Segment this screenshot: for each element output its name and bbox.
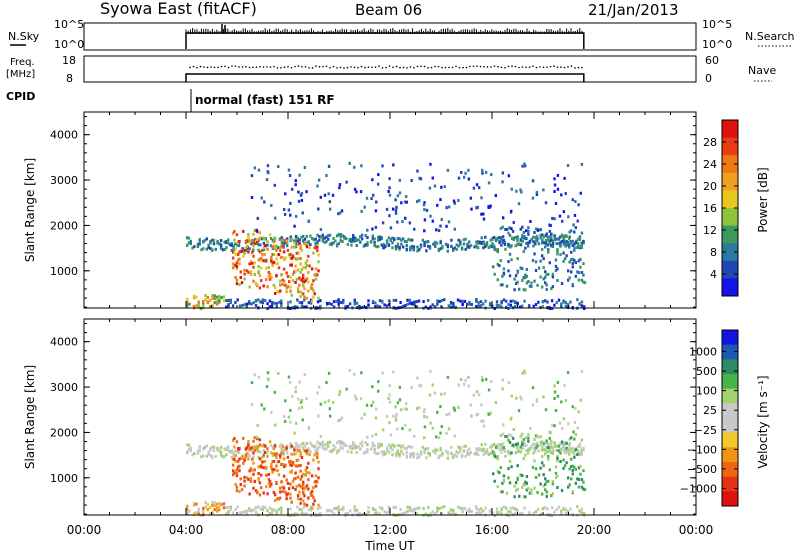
freq-unit: [MHz] bbox=[6, 69, 35, 80]
velocity-data-cells bbox=[186, 368, 587, 518]
velocity-cbar-tick: −1000 bbox=[680, 482, 717, 495]
power-colorbar: 4 8 12 16 20 24 28 bbox=[703, 119, 739, 297]
y-tick-label: 2000 bbox=[50, 426, 78, 439]
power-cbar-tick: 12 bbox=[703, 224, 717, 237]
colorbar-swatch bbox=[722, 476, 738, 492]
velocity-colorbar: 1000 500 100 25 −25 −100 −500 −1000 bbox=[680, 329, 739, 507]
velocity-cbar-tick: −25 bbox=[694, 424, 717, 437]
y-tick-label: 3000 bbox=[50, 174, 78, 187]
y-tick-label: 2000 bbox=[50, 219, 78, 232]
y-tick-label: 4000 bbox=[50, 129, 78, 142]
freq-label: Freq. bbox=[10, 57, 35, 68]
colorbar-swatch bbox=[722, 243, 738, 262]
date-label: 21/Jan/2013 bbox=[588, 1, 679, 19]
nsky-tick-bottom: 10^0 bbox=[54, 38, 84, 51]
colorbar-swatch bbox=[722, 190, 738, 209]
x-tick-label: 08:00 bbox=[271, 523, 306, 537]
beam-label: Beam 06 bbox=[355, 1, 422, 19]
colorbar-swatch bbox=[722, 208, 738, 227]
x-tick-label: 00:00 bbox=[67, 523, 102, 537]
power-cbar-tick: 20 bbox=[703, 180, 717, 193]
y-tick-label: 1000 bbox=[50, 265, 78, 278]
velocity-panel: 1000 2000 3000 4000 Slant Range [km] 1000 50… bbox=[23, 318, 770, 518]
nsky-label: N.Sky bbox=[8, 30, 40, 43]
colorbar-swatch bbox=[722, 120, 738, 139]
colorbar-swatch bbox=[722, 278, 738, 297]
colorbar-swatch bbox=[722, 418, 738, 434]
velocity-cbar-tick: 100 bbox=[696, 385, 717, 398]
nave-label: Nave bbox=[748, 64, 776, 77]
nsky-panel: N.Sky 10^5 10^0 10^5 10^0 N.Search bbox=[8, 18, 795, 51]
cpid-mode: normal (fast) 151 RF bbox=[195, 93, 335, 107]
x-tick-label: 04:00 bbox=[169, 523, 204, 537]
power-cbar-tick: 24 bbox=[703, 158, 717, 171]
freq-panel: Freq. [MHz] 18 8 60 0 Nave bbox=[6, 54, 776, 85]
colorbar-swatch bbox=[722, 388, 738, 404]
freq-tick-top: 18 bbox=[62, 54, 76, 67]
power-cbar-tick: 28 bbox=[703, 136, 717, 149]
velocity-cbar-tick: 25 bbox=[703, 404, 717, 417]
x-tick-label: 20:00 bbox=[577, 523, 612, 537]
power-cbar-label: Power [dB] bbox=[756, 167, 770, 232]
colorbar-swatch bbox=[722, 359, 738, 375]
nave-tick-bottom: 0 bbox=[705, 72, 712, 85]
x-tick-label: 00:00 bbox=[679, 523, 714, 537]
power-cbar-tick: 8 bbox=[710, 246, 717, 259]
nsky-line bbox=[185, 32, 585, 49]
velocity-cbar-label: Velocity [m s⁻¹] bbox=[756, 375, 770, 468]
nsky-tick-top: 10^5 bbox=[54, 18, 84, 31]
freq-line bbox=[185, 73, 585, 82]
velocity-cbar-tick: 500 bbox=[696, 365, 717, 378]
colorbar-swatch bbox=[722, 447, 738, 463]
velocity-cbar-tick: 1000 bbox=[689, 346, 717, 359]
nave-tick-top: 60 bbox=[705, 54, 719, 67]
power-ylabel: Slant Range [km] bbox=[23, 158, 37, 262]
cpid-row: CPID normal (fast) 151 RF bbox=[6, 89, 335, 112]
colorbar-swatch bbox=[722, 403, 738, 419]
colorbar-swatch bbox=[722, 432, 738, 448]
velocity-ylabel: Slant Range [km] bbox=[23, 365, 37, 469]
colorbar-swatch bbox=[722, 344, 738, 360]
colorbar-swatch bbox=[722, 225, 738, 244]
colorbar-swatch bbox=[722, 260, 738, 279]
velocity-cbar-tick: −500 bbox=[687, 463, 717, 476]
x-axis-label: Time UT bbox=[364, 539, 415, 553]
velocity-cbar-tick: −100 bbox=[687, 443, 717, 456]
x-tick-label: 12:00 bbox=[373, 523, 408, 537]
y-tick-label: 1000 bbox=[50, 472, 78, 485]
power-cbar-tick: 4 bbox=[710, 268, 717, 281]
colorbar-swatch bbox=[722, 137, 738, 156]
colorbar-swatch bbox=[722, 462, 738, 478]
colorbar-swatch bbox=[722, 374, 738, 390]
power-cbar-tick: 16 bbox=[703, 202, 717, 215]
nsearch-label: N.Search bbox=[745, 30, 795, 43]
nsearch-tick-bottom: 10^0 bbox=[702, 38, 732, 51]
freq-tick-bottom: 8 bbox=[66, 72, 73, 85]
colorbar-swatch bbox=[722, 155, 738, 174]
colorbar-swatch bbox=[722, 330, 738, 346]
cpid-label: CPID bbox=[6, 90, 35, 103]
power-panel: 1000 2000 3000 4000 Slant Range [km] 4 8 12 16… bbox=[23, 111, 770, 311]
nsearch-tick-top: 10^5 bbox=[702, 18, 732, 31]
y-tick-label: 3000 bbox=[50, 381, 78, 394]
colorbar-swatch bbox=[722, 491, 738, 507]
figure-title: Syowa East (fitACF) bbox=[100, 0, 257, 18]
power-data-cells bbox=[186, 161, 587, 311]
colorbar-swatch bbox=[722, 172, 738, 191]
y-tick-label: 4000 bbox=[50, 336, 78, 349]
x-tick-label: 16:00 bbox=[475, 523, 510, 537]
